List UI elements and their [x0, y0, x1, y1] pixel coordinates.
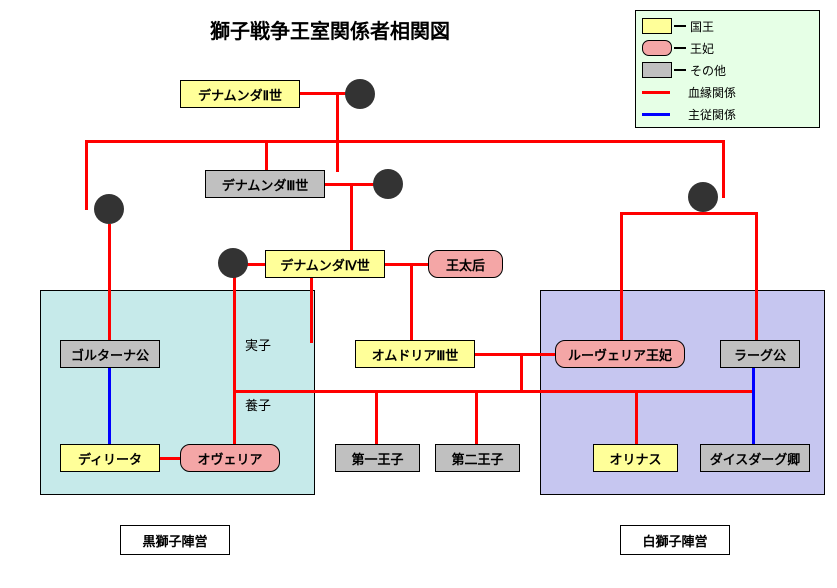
legend-swatch [642, 40, 672, 56]
person-dot-d2 [373, 169, 403, 199]
camp-label-black: 黒獅子陣営 [120, 525, 230, 555]
edge-18 [233, 390, 755, 393]
edge-21 [635, 390, 638, 445]
edge-23 [620, 212, 623, 340]
person-dot-d4 [94, 194, 124, 224]
node-denamunda4: デナムンダⅣ世 [265, 250, 385, 278]
legend-label: 王妃 [690, 40, 714, 57]
edge-11 [383, 263, 430, 266]
edge-20 [475, 390, 478, 445]
node-orinus: オリナス [593, 444, 678, 472]
person-dot-d1 [345, 79, 375, 109]
node-dycedarg: ダイスダーグ卿 [700, 444, 810, 472]
legend-label: その他 [690, 62, 726, 79]
legend-line-swatch [642, 113, 670, 116]
edge-7 [350, 183, 353, 253]
node-prince1: 第一王子 [335, 444, 420, 472]
legend-label: 血縁関係 [688, 84, 736, 101]
node-delita: ディリータ [60, 444, 160, 472]
edge-15 [160, 457, 182, 460]
legend-row-4: 主従関係 [642, 103, 813, 125]
node-denamunda3: デナムンダⅢ世 [205, 170, 325, 198]
edge-2 [85, 140, 725, 143]
edge-19 [375, 390, 378, 445]
legend-row-2: その他 [642, 59, 813, 81]
legend-line-swatch [642, 91, 670, 94]
edge-4 [265, 140, 268, 170]
person-dot-d3 [218, 248, 248, 278]
edge-25 [620, 212, 758, 215]
camp-label-white: 白獅子陣営 [620, 525, 730, 555]
node-larg: ラーグ公 [720, 340, 800, 368]
edge-3 [85, 140, 88, 210]
node-ovelia: オヴェリア [180, 444, 280, 472]
annotation-0: 実子 [245, 335, 271, 354]
legend-row-1: 王妃 [642, 37, 813, 59]
diagram-title: 獅子戦争王室関係者相関図 [210, 15, 450, 44]
node-louveria: ルーヴェリア王妃 [555, 340, 685, 368]
node-denamunda2: デナムンダⅡ世 [180, 80, 300, 108]
edge-22 [752, 368, 755, 445]
edge-17 [520, 353, 523, 393]
node-odoria3: オムドリアⅢ世 [355, 340, 475, 368]
node-queenmother: 王太后 [428, 250, 503, 278]
edge-24 [755, 212, 758, 340]
legend: 国王王妃その他血縁関係主従関係 [635, 10, 820, 128]
annotation-1: 養子 [245, 395, 271, 414]
person-dot-d5 [688, 182, 718, 212]
legend-row-3: 血縁関係 [642, 81, 813, 103]
edge-5 [722, 140, 725, 198]
edge-14 [108, 368, 111, 445]
legend-row-0: 国王 [642, 15, 813, 37]
edge-0 [300, 92, 350, 95]
edge-12 [410, 263, 413, 343]
node-prince2: 第二王子 [435, 444, 520, 472]
legend-swatch [642, 62, 672, 78]
legend-label: 主従関係 [688, 106, 736, 123]
legend-label: 国王 [690, 18, 714, 35]
node-goltana: ゴルターナ公 [60, 340, 160, 368]
edge-13 [108, 224, 111, 342]
legend-swatch [642, 18, 672, 34]
diagram-canvas: 獅子戦争王室関係者相関図 黒獅子陣営 白獅子陣営 デナムンダⅡ世デナムンダⅢ世デナム… [0, 0, 837, 588]
edge-16 [474, 353, 556, 356]
edge-1 [336, 92, 339, 172]
edge-9 [233, 263, 236, 446]
